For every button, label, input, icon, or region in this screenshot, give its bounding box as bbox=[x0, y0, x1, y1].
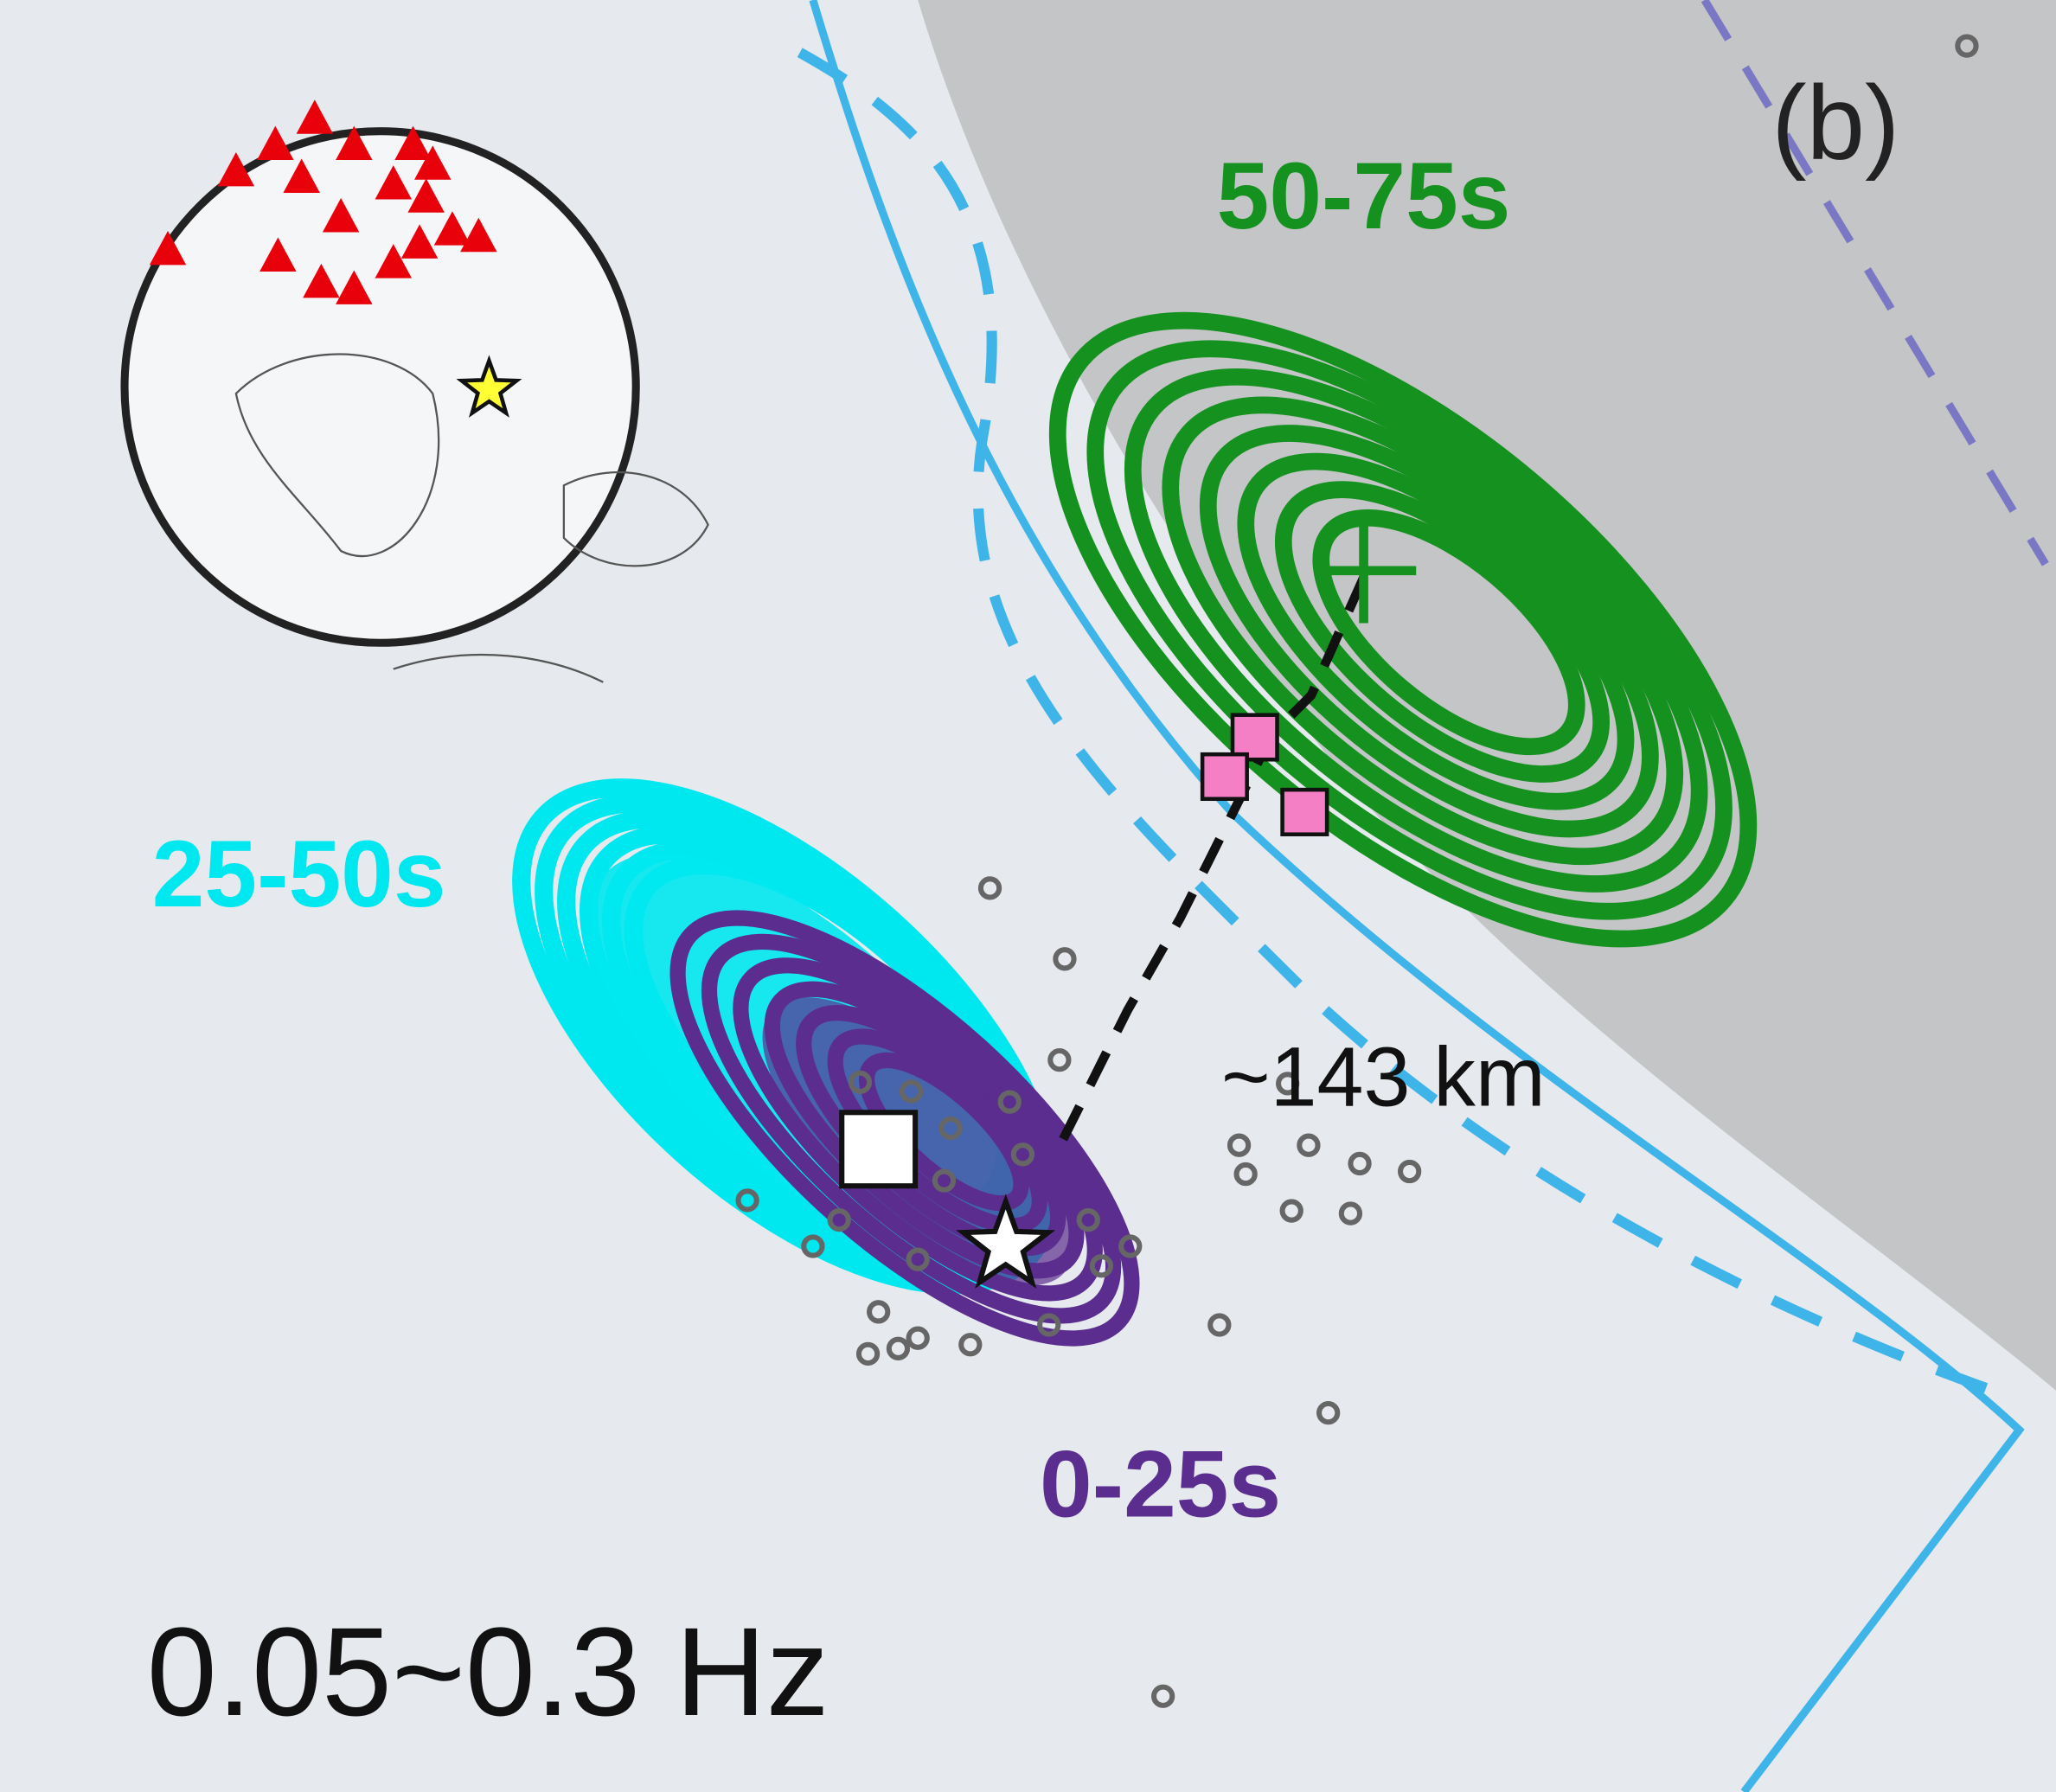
globe-outline bbox=[125, 131, 636, 643]
window-label: 0-25s bbox=[1040, 1431, 1281, 1537]
panel-label: (b) bbox=[1771, 64, 1899, 182]
distance-label: ~143 km bbox=[1221, 1030, 1546, 1124]
square-marker bbox=[1202, 754, 1247, 799]
page: (b) 50-75s 25-50s 0-25s ~143 km 0.05~0.3… bbox=[0, 0, 2056, 1792]
window-label: 25-50s bbox=[152, 822, 446, 927]
map: (b) 50-75s 25-50s 0-25s ~143 km 0.05~0.3… bbox=[0, 0, 2056, 1792]
window-label: 50-75s bbox=[1217, 144, 1511, 249]
square-marker bbox=[1283, 790, 1328, 835]
frequency-label: 0.05~0.3 Hz bbox=[147, 1601, 829, 1742]
start-square bbox=[842, 1112, 915, 1186]
